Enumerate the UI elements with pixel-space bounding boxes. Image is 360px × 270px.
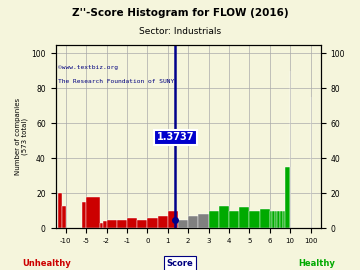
Bar [260,209,270,228]
Bar [127,218,137,228]
Bar [188,216,198,228]
Bar [285,167,291,228]
Bar [137,220,147,228]
Bar [168,211,178,228]
Bar [272,211,275,228]
Text: The Research Foundation of SUNY: The Research Foundation of SUNY [58,79,174,84]
Bar [208,211,219,228]
Bar [239,207,249,228]
Bar [158,216,168,228]
Bar [147,218,158,228]
Bar [275,211,278,228]
Bar [86,197,100,228]
Bar [62,206,66,228]
Bar [178,220,188,228]
Bar [283,211,285,228]
Bar [107,220,117,228]
Bar [100,223,103,228]
Bar [82,202,86,228]
Text: 1.3737: 1.3737 [157,133,194,143]
Bar [270,211,272,228]
Bar [249,211,260,228]
Bar [58,194,62,228]
Bar [219,206,229,228]
Text: Score: Score [167,259,193,268]
Bar [103,221,107,228]
Text: Healthy: Healthy [298,259,335,268]
Bar [229,211,239,228]
Bar [198,214,208,228]
Text: Unhealthy: Unhealthy [22,259,71,268]
Bar [117,220,127,228]
Text: Sector: Industrials: Sector: Industrials [139,27,221,36]
Text: Z''-Score Histogram for FLOW (2016): Z''-Score Histogram for FLOW (2016) [72,8,288,18]
Bar [280,211,283,228]
Bar [278,211,280,228]
Y-axis label: Number of companies
(573 total): Number of companies (573 total) [15,98,28,175]
Text: ©www.textbiz.org: ©www.textbiz.org [58,65,118,70]
